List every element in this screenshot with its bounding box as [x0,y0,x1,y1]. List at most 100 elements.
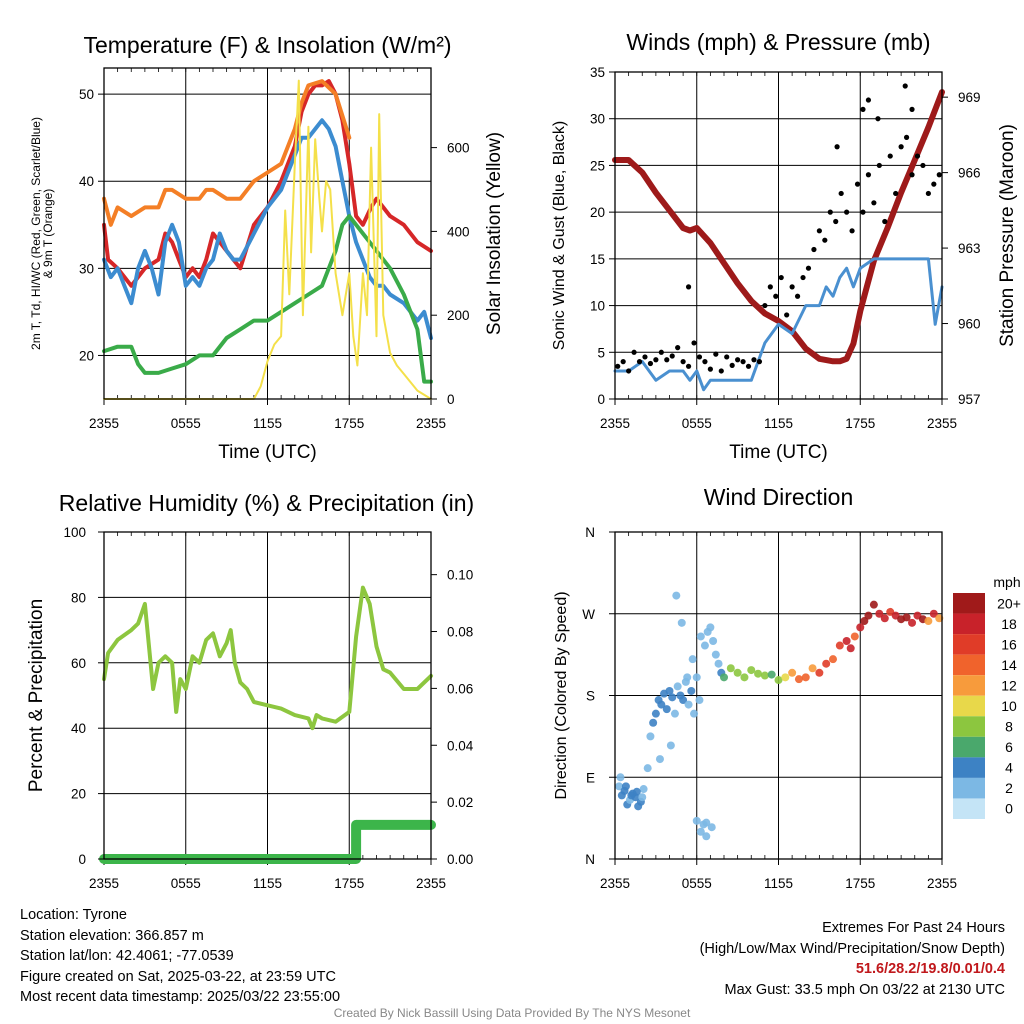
wind-gust-point [854,181,861,187]
colorbar-label: 4 [1005,760,1013,776]
wind-y-tick-label: 0 [597,392,605,407]
rh-y2-tick-label: 0.10 [447,568,473,583]
wind-gust-point [865,172,872,178]
dir-scatter-point [690,709,699,718]
wind-gust-point [724,354,730,360]
dir-scatter-point [692,673,701,682]
dir-scatter-point [822,659,831,668]
temp-series-line [102,214,433,384]
wind-x-tick-label: 2355 [600,416,630,431]
temp-series-line [103,79,432,400]
dir-scatter-point [616,773,625,782]
wind-gust-point [920,162,926,169]
colorbar-swatch [953,613,985,635]
dir-scatter-point [651,709,660,718]
wind-gust-point [902,83,908,89]
wind-gust-point [685,284,692,290]
location-text: Location: Tyrone [20,907,127,923]
wind-gust-point [887,153,893,159]
temp-y-tick-label: 50 [79,87,94,102]
temp-y2-tick-label: 600 [447,141,470,156]
dir-scatter-point [740,673,749,682]
wind-y2-tick-label: 957 [958,392,981,407]
dir-scatter-point [767,670,776,679]
dir-scatter-point [702,832,711,841]
wind-gust-point [909,172,915,178]
temp-x-tick-label: 1755 [334,416,364,431]
dir-scatter-point [672,591,681,600]
wind-gust-point [675,345,681,351]
rh-y-tick-label: 60 [71,656,86,671]
temp-series-line [102,79,352,227]
wind-gust-point [647,360,654,367]
rh-y2-tick-label: 0.02 [447,795,473,810]
latlon-text: Station lat/lon: 42.4061; -77.0539 [20,948,234,964]
colorbar-label: 12 [1001,677,1017,693]
recent-text: Most recent data timestamp: 2025/03/22 2… [20,989,341,1005]
dir-scatter-point [869,600,878,609]
temp-y2-axis-label: Solar Insolation (Yellow) [484,132,505,335]
wind-gust-point [789,284,795,290]
dir-scatter-point [668,693,677,702]
station-info: Location: Tyrone Station elevation: 366.… [20,905,340,1008]
wind-y-tick-label: 10 [590,299,605,314]
dir-scatter-point [935,614,944,623]
wind-gust-point [925,190,931,197]
wind-x-tick-label: 0555 [682,416,712,431]
dir-scatter-point [665,686,674,695]
wind-gust-point [685,363,692,369]
wind-x-tick-label: 1755 [845,416,875,431]
colorbar-swatch [953,634,985,655]
wind-gust-point [805,265,812,271]
wind-gust-point [871,200,877,206]
dir-scatter-point [621,782,630,791]
colorbar-swatch [953,654,985,676]
wind-gust-point [631,349,637,355]
temp-x-tick-label: 2355 [416,416,446,431]
wind-gust-point [860,106,866,112]
temp-y2-tick-label: 400 [447,224,470,239]
dir-scatter-point [714,659,723,668]
dir-x-tick-label: 2355 [600,876,630,891]
rh-series-line [102,585,433,731]
colorbar-label: 6 [1005,739,1013,755]
dir-scatter-point [632,787,641,796]
temp-y-tick-label: 20 [79,348,94,363]
wind-y-tick-label: 30 [590,112,605,127]
rh-plot-area: 2355 0555 1155 1755 2355 [89,532,446,891]
credit-text: Created By Nick Bassill Using Data Provi… [333,1006,691,1020]
wind-gust-point [827,209,833,215]
wind-x-tick-label: 2355 [927,416,957,431]
dir-scatter-point [673,682,682,691]
wind-y2-tick-label: 963 [958,241,981,256]
dir-scatter-point [801,673,810,682]
extremes-fields: (High/Low/Max Wind/Precipitation/Snow De… [699,940,1005,957]
wind-gust-point [875,116,881,122]
elevation-text: Station elevation: 366.857 m [20,927,204,944]
wind-gust-point [834,144,840,150]
temp-y-axis-label: 2m T, Td, HI/WC (Red, Green, Scarlet/Blu… [29,117,43,350]
dir-scatter-point [646,732,655,741]
dir-chart-title: Wind Direction [704,484,854,510]
wind-y-tick-label: 15 [590,252,605,267]
colorbar-label: 0 [1005,801,1013,817]
wind-gust-point [876,162,882,169]
wind-y2-tick-label: 966 [958,166,981,181]
wind-y2-tick-label: 960 [958,317,981,332]
wind-y-axis-label: Sonic Wind & Gust (Blue, Black) [551,121,568,350]
wind-gust-point [664,357,670,363]
dir-scatter-point [794,675,803,684]
dir-scatter-point [696,827,705,836]
colorbar-label: 16 [1001,636,1017,652]
temp-x-tick-label: 2355 [89,416,119,431]
wind-gust-point [849,228,855,234]
dir-scatter-point [670,709,679,718]
dir-scatter-point [706,623,715,632]
dir-y-tick-label: S [586,689,595,704]
wind-gust-point [936,172,942,178]
wind-gust-point [696,354,703,360]
dir-scatter-point [774,676,783,685]
dir-scatter-point [615,782,624,791]
wind-y-tick-label: 35 [590,65,605,80]
wind-gust-point [898,144,904,150]
